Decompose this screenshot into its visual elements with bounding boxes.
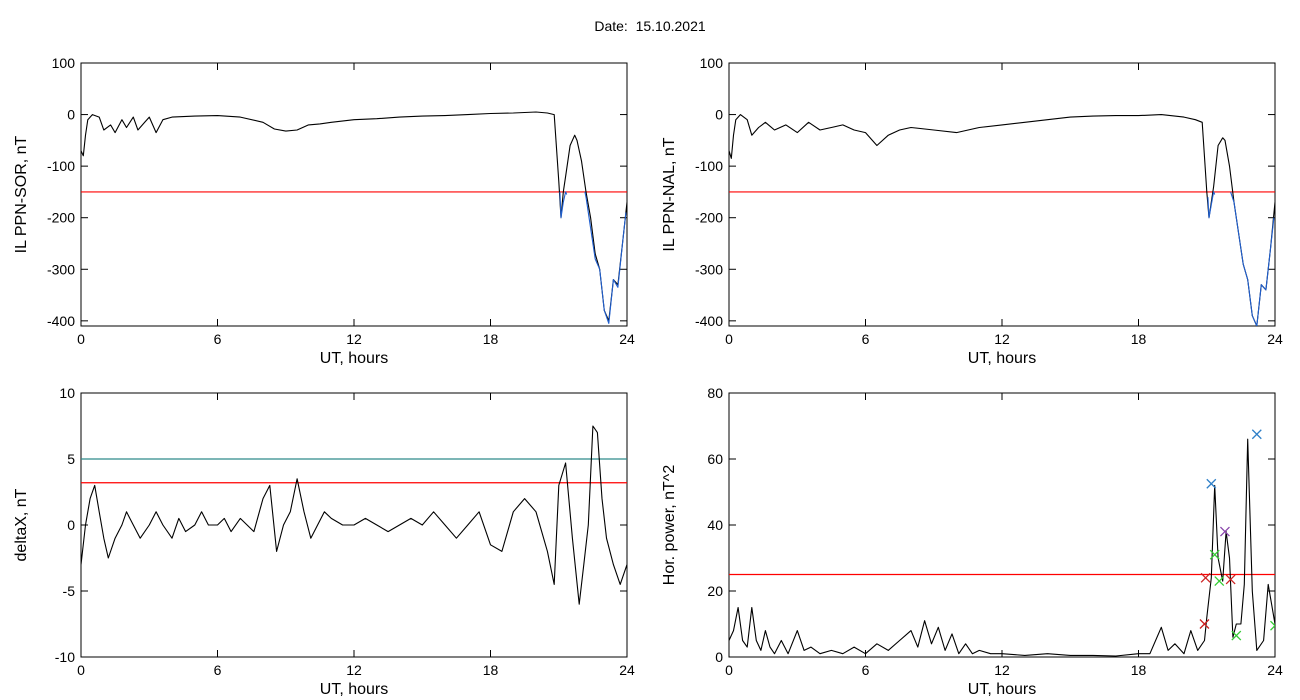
x-tick-label: 0 bbox=[77, 331, 85, 347]
x-marker bbox=[1231, 630, 1242, 641]
y-tick-label: 5 bbox=[67, 451, 75, 467]
chart-delta-x: 0 6 12 18 24 10 5 0 -5 -10 UT, hours deltaX, nT bbox=[13, 385, 635, 698]
series-line bbox=[729, 114, 1275, 326]
y-tick-label: 0 bbox=[715, 649, 723, 665]
y-tick-label: -5 bbox=[63, 583, 76, 599]
x-marker bbox=[1225, 574, 1236, 585]
x-tick-label: 18 bbox=[1131, 662, 1147, 678]
x-tick-label: 12 bbox=[994, 331, 1010, 347]
x-marker bbox=[1270, 620, 1275, 631]
y-tick-label: 80 bbox=[707, 385, 723, 401]
plot-area bbox=[81, 425, 627, 605]
y-tick-label: -300 bbox=[47, 261, 75, 277]
x-axis-label: UT, hours bbox=[968, 350, 1036, 367]
y-tick-label: 0 bbox=[67, 517, 75, 533]
series-line bbox=[1230, 191, 1275, 326]
y-tick-label: 60 bbox=[707, 451, 723, 467]
y-tick-label: 0 bbox=[67, 107, 75, 123]
x-tick-label: 6 bbox=[862, 331, 870, 347]
plot-frame bbox=[728, 392, 1276, 658]
series-line bbox=[559, 191, 568, 219]
x-tick-label: 0 bbox=[77, 662, 85, 678]
x-axis-label: UT, hours bbox=[320, 681, 388, 698]
series-line bbox=[729, 438, 1275, 657]
x-marker bbox=[1219, 526, 1230, 537]
x-tick-label: 12 bbox=[994, 662, 1010, 678]
series-line bbox=[584, 191, 627, 324]
x-marker bbox=[1214, 576, 1225, 587]
y-axis-label: IL PPN-SOR, nT bbox=[13, 135, 30, 253]
y-tick-label: -300 bbox=[695, 261, 723, 277]
plot-area bbox=[729, 429, 1275, 657]
figure-title-label: Date: bbox=[594, 18, 628, 34]
series-line bbox=[81, 111, 627, 322]
x-tick-label: 0 bbox=[725, 331, 733, 347]
x-tick-label: 6 bbox=[214, 331, 222, 347]
x-tick-label: 6 bbox=[862, 662, 870, 678]
y-tick-label: 100 bbox=[52, 55, 76, 71]
y-tick-label: -400 bbox=[695, 313, 723, 329]
y-tick-label: -100 bbox=[47, 158, 75, 174]
y-tick-label: 20 bbox=[707, 583, 723, 599]
x-axis-label: UT, hours bbox=[320, 350, 388, 367]
x-tick-label: 12 bbox=[346, 662, 362, 678]
x-axis-label: UT, hours bbox=[968, 681, 1036, 698]
x-tick-label: 24 bbox=[1267, 662, 1283, 678]
x-tick-label: 18 bbox=[1131, 331, 1147, 347]
x-tick-label: 18 bbox=[483, 662, 499, 678]
x-tick-label: 18 bbox=[483, 331, 499, 347]
x-marker bbox=[1200, 572, 1211, 583]
y-tick-label: 10 bbox=[59, 385, 75, 401]
x-marker bbox=[1209, 549, 1220, 560]
x-marker bbox=[1199, 619, 1210, 629]
plot-frame bbox=[728, 62, 1276, 327]
x-tick-label: 12 bbox=[346, 331, 362, 347]
x-tick-label: 24 bbox=[1267, 331, 1283, 347]
y-tick-label: -400 bbox=[47, 313, 75, 329]
x-tick-label: 24 bbox=[619, 662, 635, 678]
plot-frame bbox=[80, 62, 628, 327]
chart-il-sor: 0 6 12 18 24 100 0 -100 -200 -300 -400 UT, hours IL … bbox=[13, 55, 635, 367]
y-tick-label: -200 bbox=[695, 210, 723, 226]
chart-il-nal: 0 6 12 18 24 100 0 -100 -200 -300 -400 UT, hours IL … bbox=[661, 55, 1283, 367]
x-marker bbox=[1206, 478, 1217, 489]
y-axis-label: IL PPN-NAL, nT bbox=[661, 137, 678, 251]
plot-area bbox=[81, 111, 627, 324]
x-tick-label: 24 bbox=[619, 331, 635, 347]
y-tick-label: 100 bbox=[700, 55, 724, 71]
y-tick-label: -10 bbox=[55, 649, 75, 665]
y-axis-label: deltaX, nT bbox=[13, 488, 30, 561]
series-line bbox=[81, 425, 627, 605]
y-axis-label: Hor. power, nT^2 bbox=[661, 465, 678, 586]
plot-area bbox=[729, 114, 1275, 326]
x-marker bbox=[1251, 429, 1262, 440]
y-tick-label: -100 bbox=[695, 158, 723, 174]
figure-title: Date: 15.10.2021 bbox=[0, 18, 1300, 34]
series-line bbox=[1207, 191, 1216, 219]
x-tick-label: 6 bbox=[214, 662, 222, 678]
y-tick-label: 40 bbox=[707, 517, 723, 533]
y-tick-label: -200 bbox=[47, 210, 75, 226]
y-tick-label: 0 bbox=[715, 107, 723, 123]
chart-hor-power: 0 6 12 18 24 80 60 40 20 0 UT, hours Hor. power, nT… bbox=[661, 385, 1283, 698]
x-tick-label: 0 bbox=[725, 662, 733, 678]
figure-title-date: 15.10.2021 bbox=[635, 18, 706, 34]
